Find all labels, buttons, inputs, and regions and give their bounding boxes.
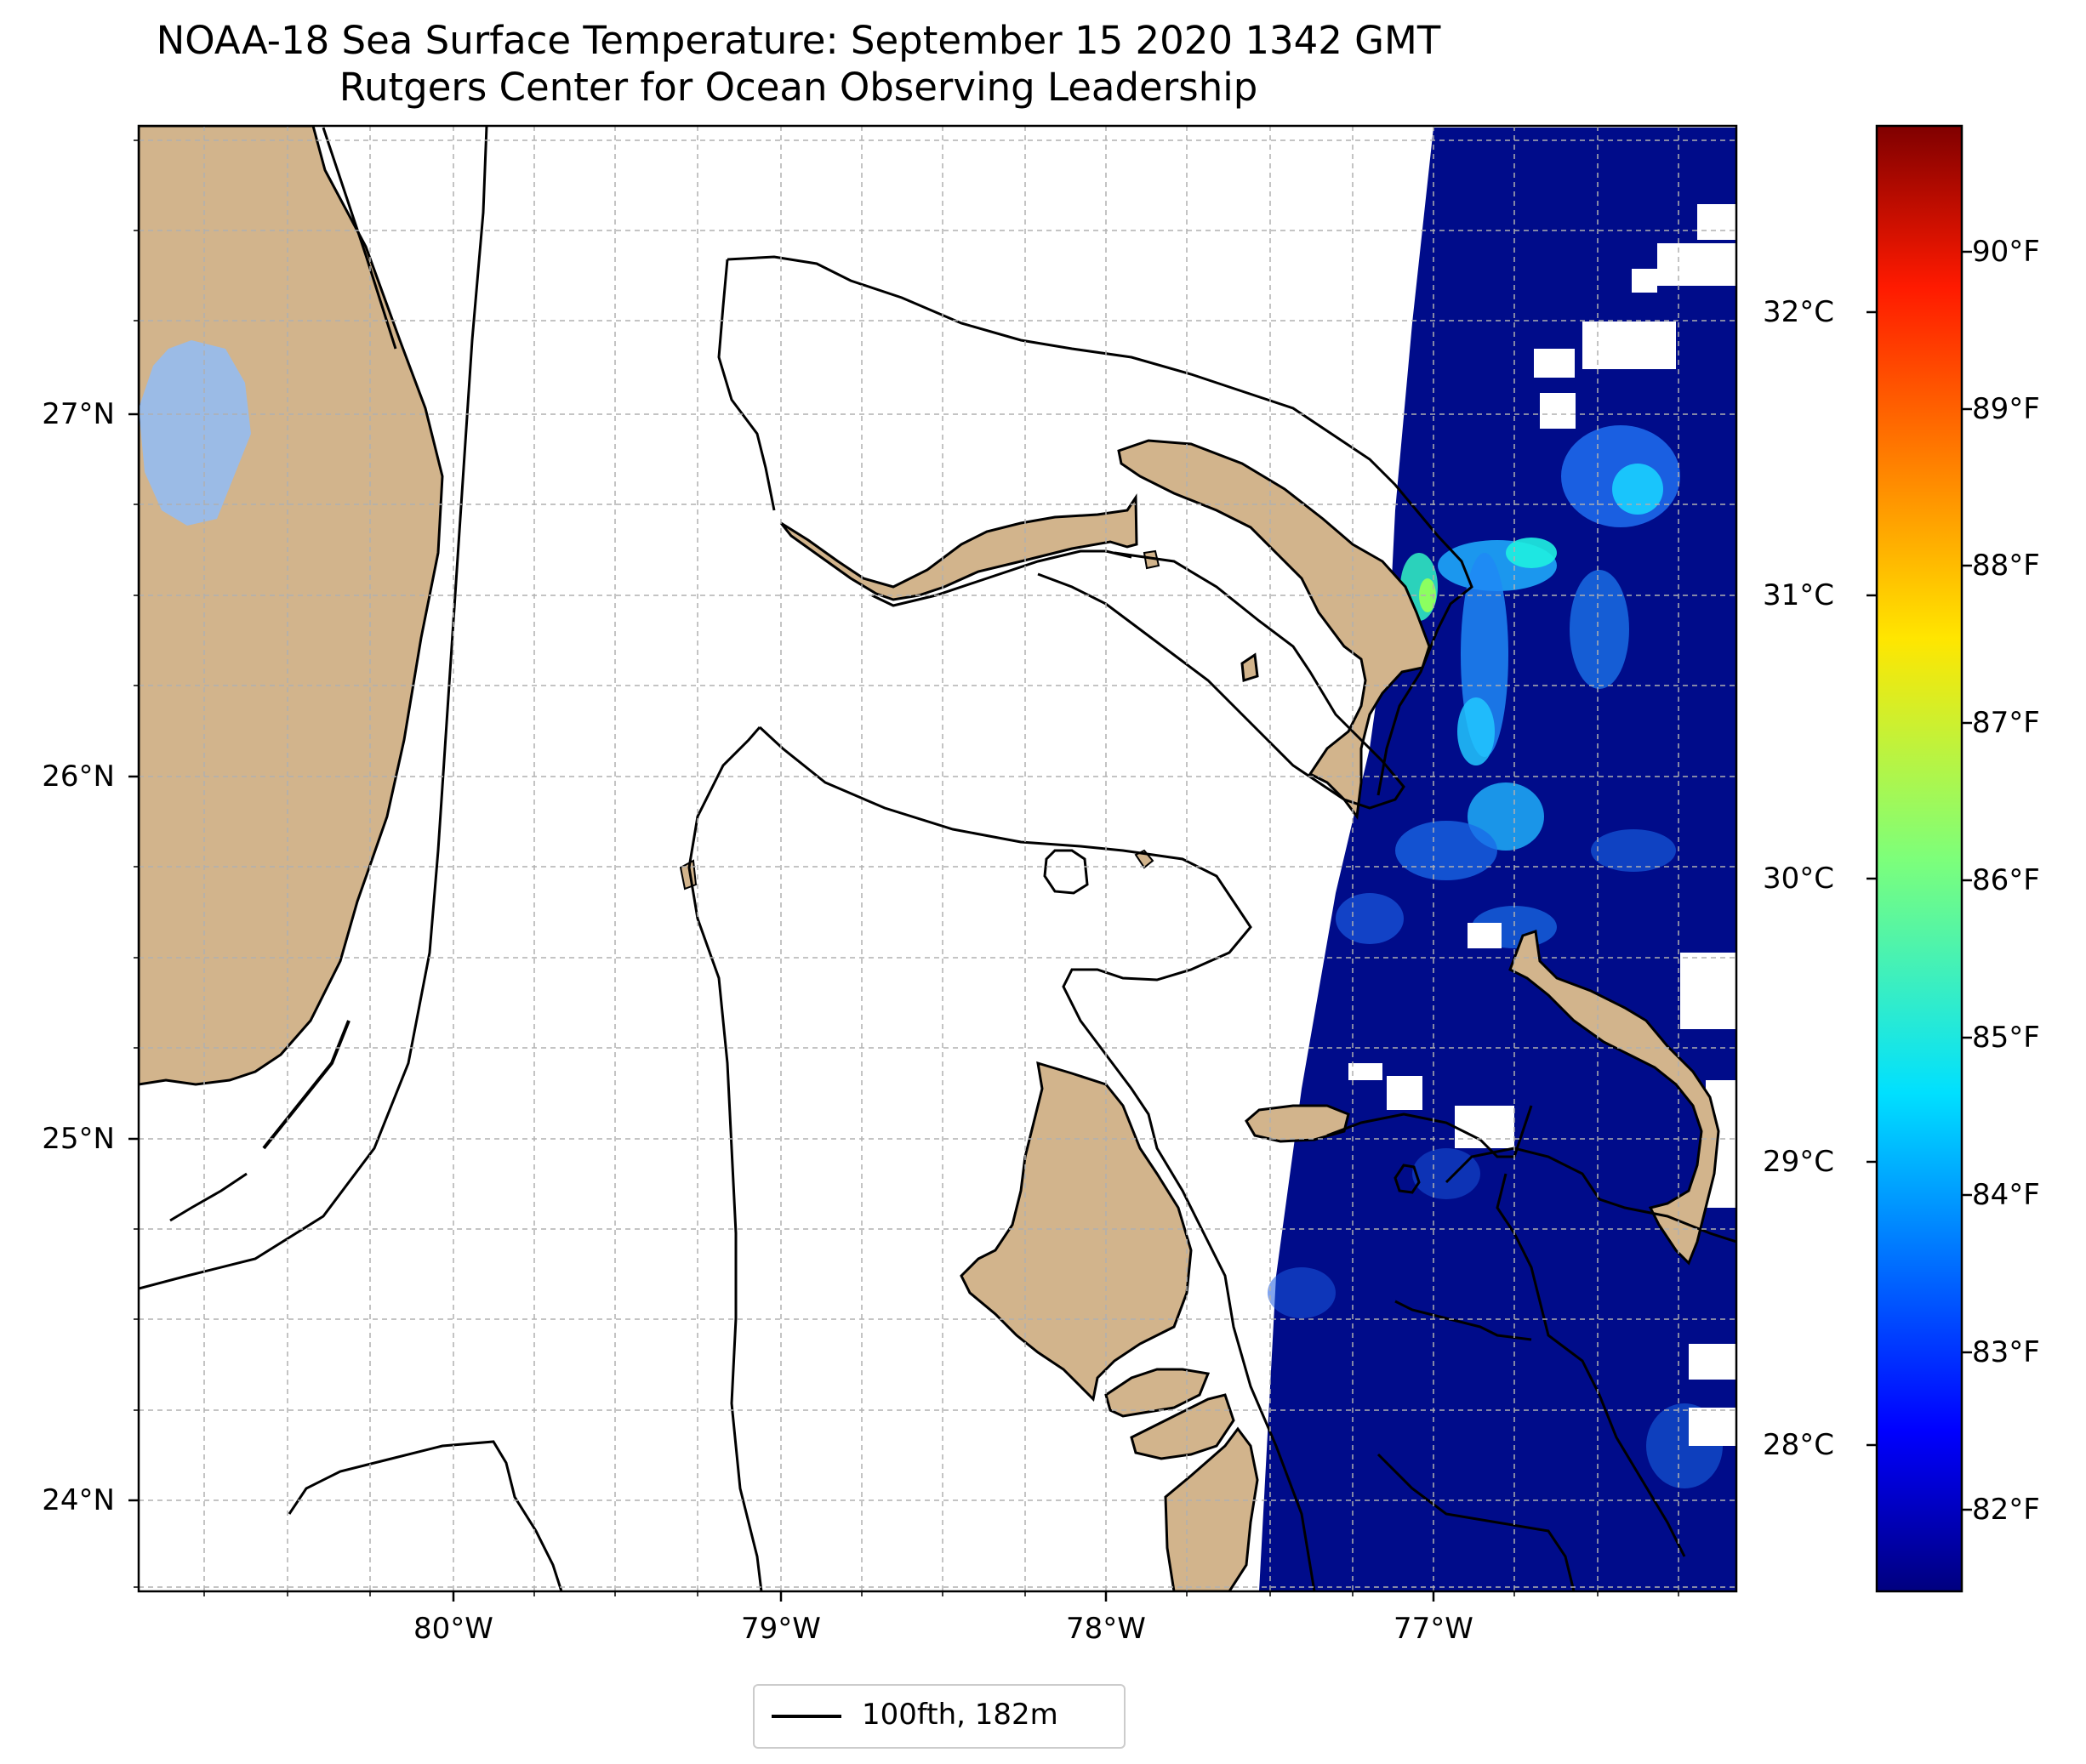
colorbar-ticks [1867,250,1972,1511]
colorbar-c-label: 31°C [1763,578,1835,612]
colorbar-f-label: 85°F [1972,1021,2040,1055]
colorbar-f-label: 82°F [1972,1493,2040,1527]
legend-label: 100fth, 182m [862,1698,1058,1732]
lake-okeechobee [139,340,251,526]
lat-tick-label: 24°N [42,1483,115,1517]
legend: 100fth, 182m [753,1684,1126,1749]
colorbar-c-label: 32°C [1763,295,1835,329]
andros-island [960,1061,1193,1403]
chart-subtitle: Rutgers Center for Ocean Observing Leade… [339,65,1258,110]
colorbar-f-label: 87°F [1972,706,2040,740]
map-frame [137,124,1738,1593]
colorbar-f-label: 89°F [1972,392,2040,426]
minor-ticks [134,139,1679,1596]
sst-swath [1259,128,1736,1591]
colorbar-f-label: 83°F [1972,1335,2040,1369]
axis-ticks [128,413,1435,1602]
colorbar-f-label: 86°F [1972,863,2040,897]
map-area [139,126,1736,1591]
colorbar-f-label: 84°F [1972,1178,2040,1212]
legend-line-swatch [772,1715,841,1718]
eleuthera-island [1508,930,1720,1266]
colorbar-f-label: 88°F [1972,549,2040,583]
colorbar-f-label: 90°F [1972,235,2040,269]
colorbar [1875,124,1963,1593]
lon-tick-label: 80°W [413,1612,493,1646]
lat-tick-label: 26°N [42,760,115,794]
lat-tick-label: 27°N [42,397,115,431]
abaco-island [1117,439,1431,820]
colorbar-c-label: 30°C [1763,862,1835,896]
gridlines [139,126,1736,1591]
lon-tick-label: 79°W [741,1612,821,1646]
lon-tick-label: 78°W [1066,1612,1146,1646]
lon-tick-label: 77°W [1394,1612,1473,1646]
chart-title: NOAA-18 Sea Surface Temperature: Septemb… [156,18,1441,63]
colorbar-c-label: 29°C [1763,1145,1835,1179]
bathymetry-contours [139,126,1736,1591]
colorbar-c-label: 28°C [1763,1428,1835,1462]
lat-tick-label: 25°N [42,1122,115,1156]
